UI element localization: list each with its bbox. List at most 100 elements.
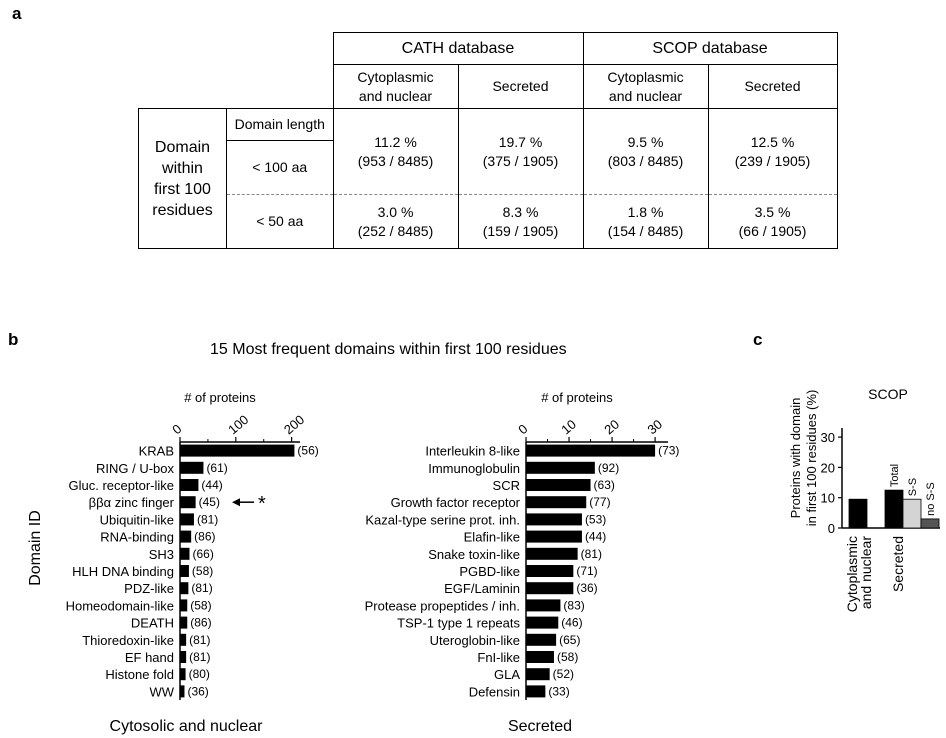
y-axis-label: Domain ID	[27, 510, 44, 586]
bar-data-label: (81)	[197, 512, 218, 526]
bar	[180, 513, 194, 526]
cell-50-scop-cyto: 1.8 % (154 / 8485)	[582, 194, 709, 249]
bar	[180, 685, 185, 698]
cell-count: (239 / 1905)	[734, 152, 811, 169]
category-label: KRAB	[139, 444, 174, 459]
bar	[526, 496, 587, 509]
category-label: Thioredoxin-like	[82, 633, 174, 648]
bar-data-label: (44)	[585, 530, 606, 544]
row-group-line: first 100	[154, 180, 211, 198]
highlight-arrow-head	[232, 498, 240, 507]
bar	[526, 461, 595, 474]
category-label: ββα zinc finger	[89, 495, 175, 510]
bar-data-label: (45)	[199, 495, 220, 509]
category-label: Ubiquitin-like	[100, 512, 174, 527]
x-tick-label: 0	[169, 421, 184, 437]
group-label: Cytoplasmic	[844, 536, 860, 612]
bar-data-label: (65)	[559, 633, 580, 647]
category-label: Gluc. receptor-like	[69, 478, 174, 493]
cell-100-scop-cyto: 9.5 % (803 / 8485)	[582, 108, 709, 195]
bar-data-label: (53)	[585, 512, 606, 526]
bar-data-label: (86)	[194, 530, 215, 544]
bar-data-label: (36)	[576, 581, 597, 595]
bar-data-label: (52)	[553, 667, 574, 681]
cell-100-scop-sec: 12.5 % (239 / 1905)	[707, 108, 838, 195]
category-label: Kazal-type serine prot. inh.	[365, 512, 520, 527]
bar	[180, 651, 187, 663]
bar-data-label: (81)	[191, 581, 212, 595]
bar	[920, 518, 940, 529]
bar-data-label: (92)	[598, 461, 619, 475]
bar	[180, 668, 186, 681]
bar	[180, 479, 199, 491]
category-label: Protease propeptides / inh.	[365, 598, 520, 613]
bar	[526, 530, 582, 543]
row-group-line: within	[162, 159, 203, 177]
y-tick-label: 0	[828, 521, 835, 536]
cell-count: (803 / 8485)	[607, 152, 684, 169]
bar-data-label: (81)	[189, 650, 210, 664]
bar-label: no S-S	[925, 482, 937, 516]
domain-length-header: Domain length	[226, 108, 334, 141]
cyto-label-line2: and nuclear	[608, 87, 683, 104]
highlight-star: *	[258, 493, 266, 515]
category-label: SH3	[149, 547, 174, 562]
category-label: Homeodomain-like	[66, 598, 174, 613]
bar-data-label: (56)	[297, 444, 318, 458]
x-tick-label: 0	[515, 421, 530, 437]
bar	[526, 513, 582, 526]
bar	[180, 547, 190, 560]
cell-count: (953 / 8485)	[357, 152, 434, 169]
category-label: Snake toxin-like	[428, 547, 520, 562]
bar	[848, 498, 868, 529]
domain-table: CATH database SCOP database Cytoplasmic a…	[138, 32, 838, 249]
bar-data-label: (61)	[206, 461, 227, 475]
bar-data-label: (66)	[192, 547, 213, 561]
bar	[180, 530, 192, 543]
bar	[180, 616, 188, 629]
bar	[526, 616, 559, 629]
scop-secreted-header: Secreted	[707, 64, 838, 109]
cell-50-scop-sec: 3.5 % (66 / 1905)	[707, 194, 838, 249]
group-label: Secreted	[890, 536, 906, 592]
x-tick-label: 100	[225, 412, 251, 437]
cell-count: (154 / 8485)	[607, 222, 684, 239]
bar-data-label: (83)	[563, 598, 584, 612]
row-group-line: Domain	[154, 138, 211, 156]
bar-data-label: (86)	[190, 616, 211, 630]
y-tick-label: 10	[821, 491, 835, 506]
category-label: Elafin-like	[464, 530, 520, 545]
x-tick-label: 10	[558, 417, 579, 438]
cyto-label-line1: Cytoplasmic	[357, 68, 434, 85]
cell-pct: 19.7 %	[498, 133, 543, 150]
cell-pct: 3.0 %	[377, 203, 414, 220]
cell-pct: 3.5 %	[754, 203, 791, 220]
bar	[180, 599, 188, 612]
category-label: Interleukin 8-like	[425, 444, 520, 459]
category-label: Uteroglobin-like	[430, 633, 520, 648]
bar	[180, 496, 196, 509]
category-label: PDZ-like	[124, 581, 174, 596]
x-tick-label: 20	[601, 417, 622, 438]
scop-header: SCOP database	[582, 32, 838, 65]
bar-data-label: (80)	[189, 667, 210, 681]
bar	[526, 565, 574, 577]
bar-label: S-S	[907, 478, 919, 496]
cell-pct: 12.5 %	[750, 133, 795, 150]
cyto-label-line2: and nuclear	[358, 87, 433, 104]
bar	[180, 582, 189, 595]
bar-data-label: (58)	[192, 564, 213, 578]
bar	[526, 582, 574, 595]
panel-b-title: 15 Most frequent domains within first 10…	[210, 341, 567, 358]
cath-secreted-header: Secreted	[457, 64, 584, 109]
cell-count: (375 / 1905)	[482, 152, 559, 169]
bar-data-label: (44)	[201, 478, 222, 492]
bar	[526, 668, 550, 681]
bar-data-label: (58)	[190, 598, 211, 612]
cyto-label-line1: Cytoplasmic	[607, 68, 684, 85]
cell-count: (66 / 1905)	[738, 222, 807, 239]
chart-title: SCOP	[868, 386, 908, 402]
row-group-line: residues	[152, 201, 213, 219]
y-tick-label: 20	[821, 460, 835, 475]
y-tick-label: 30	[821, 430, 835, 445]
